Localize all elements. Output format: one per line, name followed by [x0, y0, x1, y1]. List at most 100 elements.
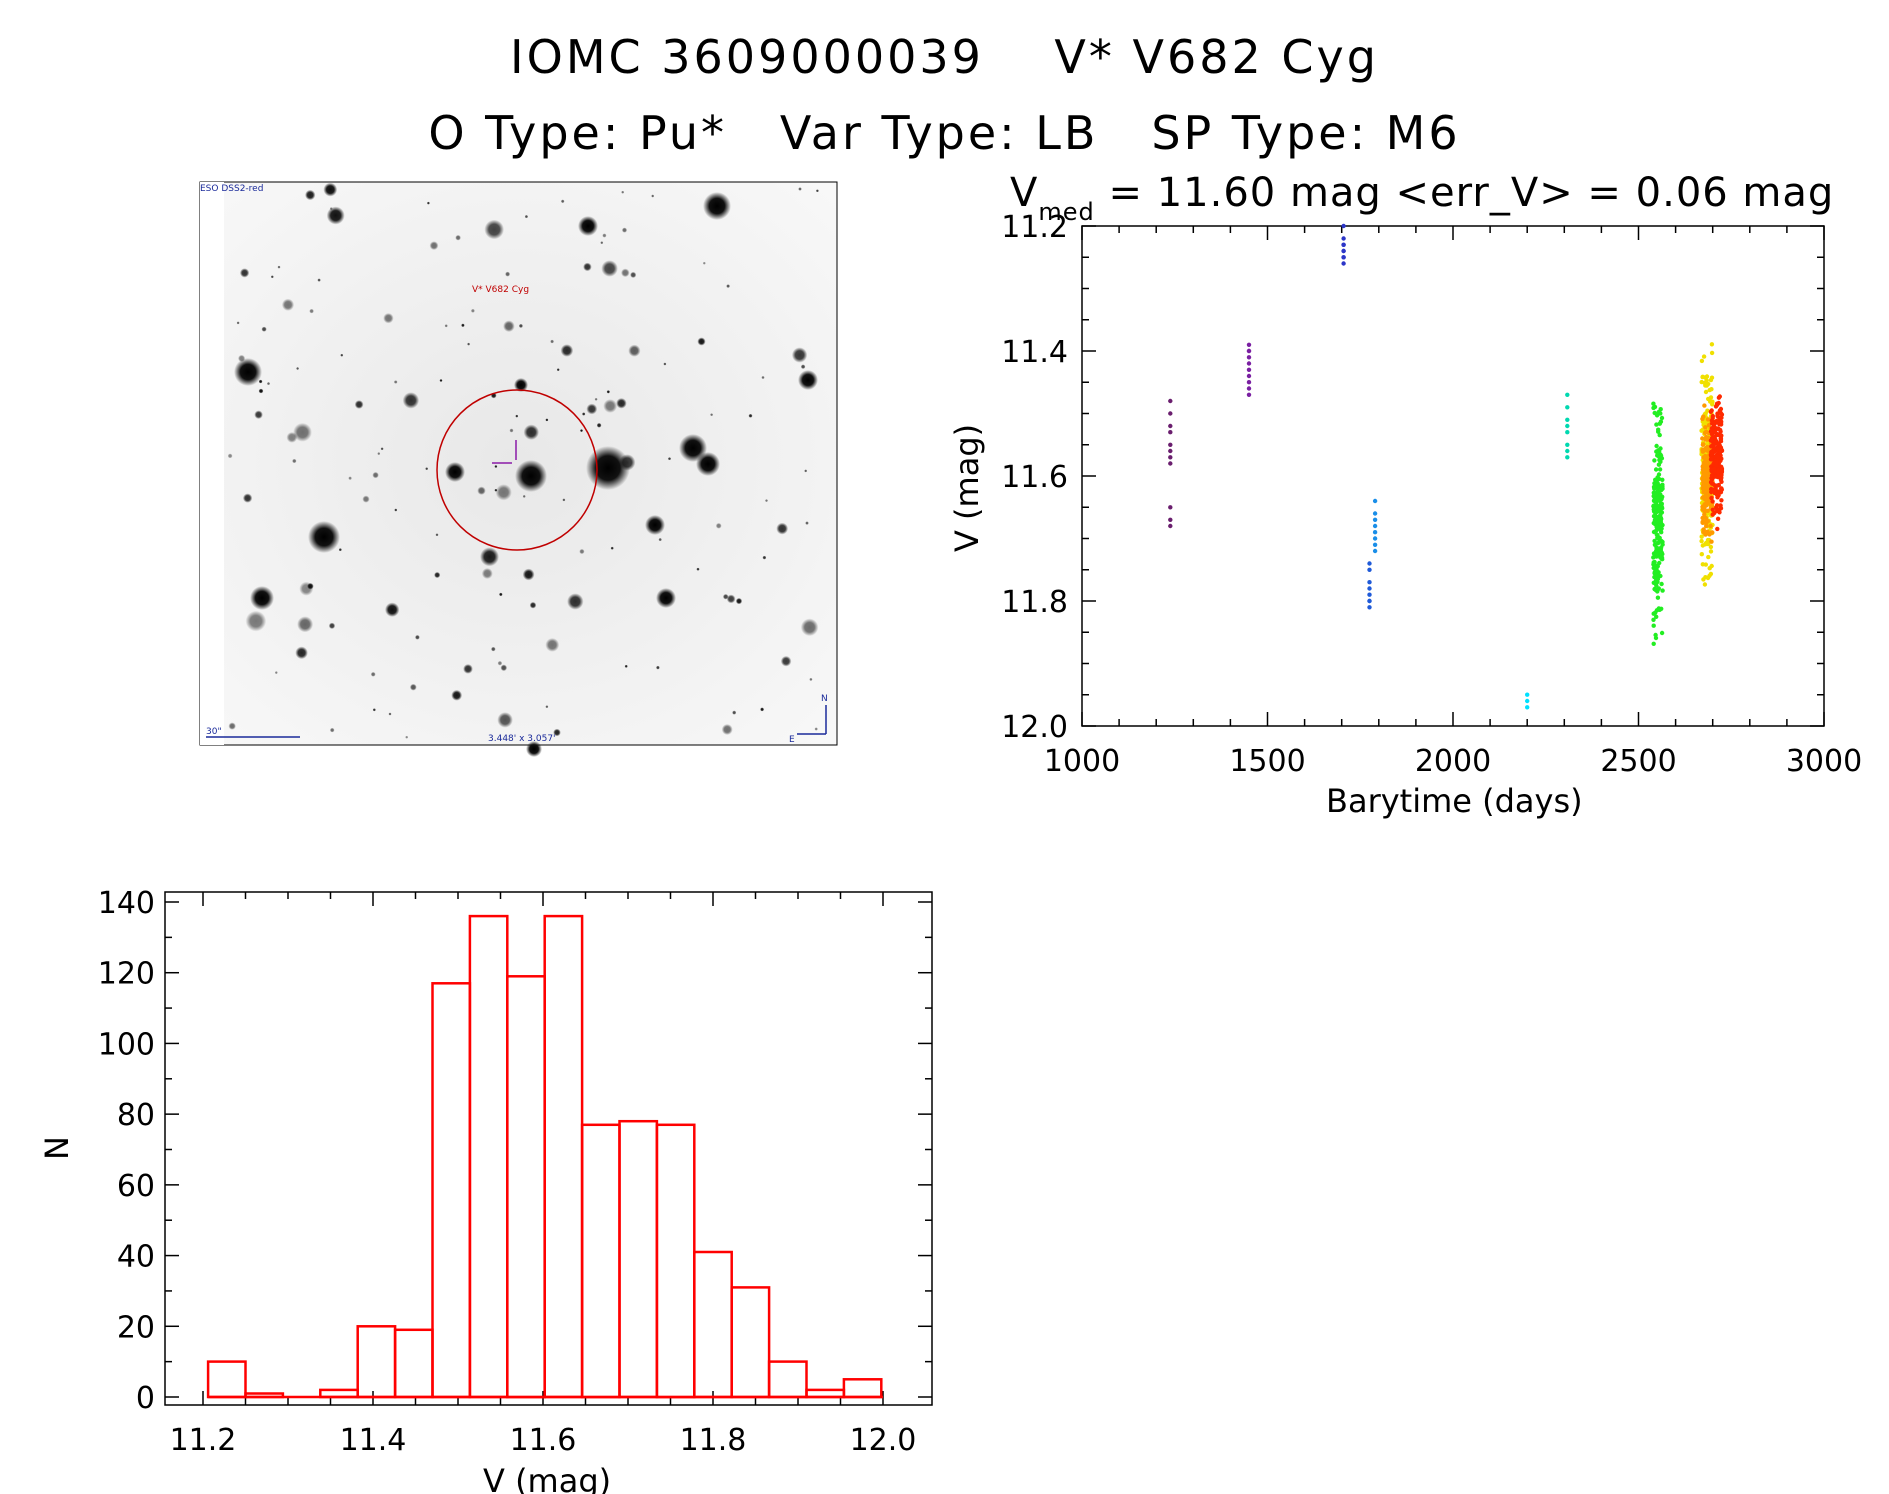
data-point [1703, 461, 1709, 467]
star [726, 594, 736, 604]
data-point [1699, 538, 1704, 544]
data-point [1713, 404, 1719, 409]
data-point [1704, 378, 1709, 383]
star [567, 593, 584, 610]
data-point [1341, 248, 1346, 254]
star [305, 189, 316, 201]
data-point [1706, 381, 1711, 387]
light-curve-title-v: V [1010, 170, 1038, 216]
data-point [1246, 355, 1252, 360]
star [495, 484, 512, 501]
star [481, 568, 493, 579]
data-point [1372, 517, 1378, 522]
star [494, 465, 498, 468]
star [556, 368, 560, 372]
star [435, 533, 439, 537]
star [710, 413, 714, 417]
data-point [1525, 705, 1530, 710]
histogram-xlabel: V (mag) [483, 1462, 611, 1494]
star [582, 412, 586, 416]
data-point [1367, 586, 1372, 591]
bright-star [526, 741, 542, 757]
star [286, 432, 298, 443]
star [545, 705, 549, 709]
star [809, 677, 813, 682]
histogram-bar [543, 914, 584, 1399]
star [329, 207, 333, 211]
star [415, 634, 420, 640]
finder-left-band [200, 182, 224, 745]
star [560, 199, 565, 204]
star [630, 271, 637, 278]
histogram-bar [580, 1123, 621, 1399]
data-point [1704, 434, 1709, 440]
star [579, 548, 585, 555]
light-curve-ylabel: V (mag) [948, 424, 986, 552]
data-point [1701, 414, 1706, 419]
histogram-bar [618, 1119, 659, 1399]
data-point [1700, 515, 1705, 521]
data-point [1651, 504, 1656, 509]
star [348, 476, 352, 481]
data-point [1651, 611, 1656, 616]
star [409, 683, 417, 691]
data-point [1701, 505, 1707, 510]
bright-star [308, 521, 340, 553]
hist-x-tick-label: 11.6 [510, 1423, 577, 1458]
star [372, 471, 379, 479]
star [562, 498, 566, 502]
data-point [1246, 380, 1252, 385]
data-point [1702, 582, 1708, 587]
hist-x-tick-label: 11.2 [170, 1423, 237, 1458]
data-point [1716, 468, 1722, 473]
star [621, 227, 628, 233]
data-point [1717, 427, 1723, 433]
data-point [1718, 422, 1724, 427]
data-point [1659, 496, 1664, 502]
histogram-bar [767, 1360, 808, 1399]
data-point [1651, 623, 1656, 628]
star [702, 261, 706, 265]
data-point [1657, 432, 1662, 438]
data-point [1713, 439, 1718, 444]
data-point [1660, 477, 1665, 482]
data-point [1659, 630, 1665, 636]
data-point [1719, 472, 1724, 478]
star [258, 388, 264, 394]
star [425, 467, 429, 471]
star [477, 486, 486, 495]
data-point [1705, 447, 1710, 453]
histogram-bar [393, 1328, 434, 1399]
data-point [1652, 517, 1658, 523]
histogram-bar [356, 1325, 397, 1399]
data-point [1710, 402, 1715, 407]
data-point [1701, 442, 1706, 447]
data-point [1525, 692, 1530, 697]
data-point [1168, 430, 1173, 435]
data-point [1659, 501, 1665, 506]
star [426, 201, 430, 205]
bright-star [586, 446, 630, 490]
data-point [1715, 516, 1721, 521]
data-point [1656, 427, 1661, 432]
data-point [1367, 592, 1372, 597]
data-point [1716, 493, 1721, 498]
star [228, 722, 236, 730]
bright-star [445, 462, 465, 482]
chart-title-line2: O Type: Pu* Var Type: LB SP Type: M6 [428, 106, 1461, 160]
star [523, 424, 539, 440]
star [663, 362, 667, 366]
data-point [1654, 528, 1659, 533]
star [239, 268, 250, 278]
data-point [1709, 387, 1714, 392]
data-point [1718, 406, 1724, 412]
bright-star [514, 378, 528, 392]
data-point [1372, 498, 1378, 504]
data-point [1705, 493, 1710, 498]
star [326, 206, 345, 225]
data-point [1699, 534, 1704, 539]
star [529, 601, 537, 609]
data-point [1714, 426, 1720, 432]
histogram-frame [164, 891, 933, 1406]
star [394, 508, 398, 512]
